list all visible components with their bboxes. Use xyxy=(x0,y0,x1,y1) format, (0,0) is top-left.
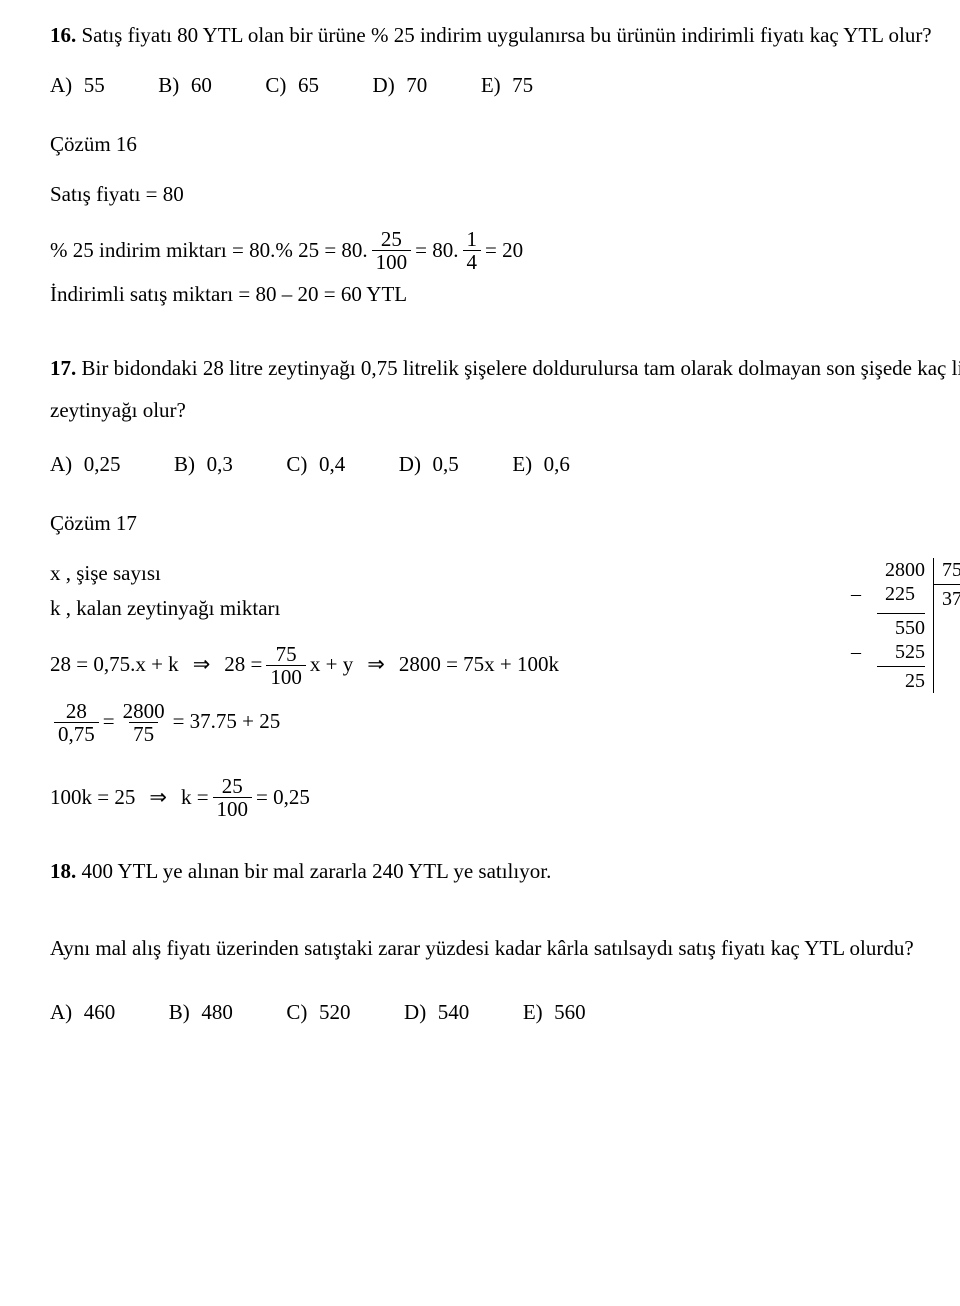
q17-two-col: x , şişe sayısı k , kalan zeytinyağı mik… xyxy=(50,558,960,751)
q16-sol-l2: % 25 indirim miktarı = 80.% 25 = 80. 25 … xyxy=(50,228,960,273)
q16-number: 16. xyxy=(50,23,76,47)
div-rem1-wrap: 550 xyxy=(865,611,934,640)
frac-den: 100 xyxy=(372,250,412,273)
q18-text: 400 YTL ye alınan bir mal zararla 240 YT… xyxy=(82,859,552,883)
q17-eqA: 28 = 0,75.x + k ⇒ 28 = 75 100 x + y ⇒ 28… xyxy=(50,643,865,688)
q17-eqC-3: = 0,25 xyxy=(256,782,310,814)
q18-opt-c: C) 520 xyxy=(286,1000,350,1024)
q17-eqB-tail: = 37.75 + 25 xyxy=(173,706,281,738)
q17-eqB-mid: = xyxy=(103,706,115,738)
div-rem1: 550 xyxy=(877,613,925,640)
q16-tail1: = 20 xyxy=(485,235,523,267)
q18-prompt-1: 18. 400 YTL ye alınan bir mal zararla 24… xyxy=(50,856,960,888)
q17-long-division: 2800 75 225 37 550 525 25 xyxy=(865,558,960,693)
frac-den: 4 xyxy=(463,250,482,273)
arrow-icon: ⇒ xyxy=(193,649,211,681)
frac-num: 75 xyxy=(272,643,301,665)
q17-eqB: 28 0,75 = 2800 75 = 37.75 + 25 xyxy=(50,700,865,745)
q16-prompt: 16. Satış fiyatı 80 YTL olan bir ürüne %… xyxy=(50,20,960,52)
q17-l2: k , kalan zeytinyağı miktarı xyxy=(50,593,865,625)
q16-opt-c: C) 65 xyxy=(265,73,319,97)
q17-frac-75-100: 75 100 xyxy=(266,643,306,688)
q16-opt-d: D) 70 xyxy=(373,73,428,97)
frac-num: 2800 xyxy=(119,700,169,722)
q16-opt-a: A) 55 xyxy=(50,73,105,97)
frac-den: 0,75 xyxy=(54,722,99,745)
q17-eqC: 100k = 25 ⇒ k = 25 100 = 0,25 xyxy=(50,775,960,820)
q16-opt-e: E) 75 xyxy=(481,73,533,97)
q17-eqC-1: 100k = 25 xyxy=(50,782,135,814)
frac-num: 1 xyxy=(463,228,482,250)
q16-mid1: = 80. xyxy=(415,235,458,267)
frac-num: 25 xyxy=(218,775,247,797)
q17-opt-e: E) 0,6 xyxy=(512,452,570,476)
q17-frac-28-075: 28 0,75 xyxy=(54,700,99,745)
q17-eqA-1: 28 = 0,75.x + k xyxy=(50,649,179,681)
q17-options: A) 0,25 B) 0,3 C) 0,4 D) 0,5 E) 0,6 xyxy=(50,449,960,481)
q18-prompt-2: Aynı mal alış fiyatı üzerinden satıştaki… xyxy=(50,927,960,969)
q17-frac-2800-75: 2800 75 xyxy=(119,700,169,745)
q17-opt-b: B) 0,3 xyxy=(174,452,233,476)
q17-frac-25-100: 25 100 xyxy=(213,775,253,820)
q17-left: x , şişe sayısı k , kalan zeytinyağı mik… xyxy=(50,558,865,751)
frac-den: 100 xyxy=(213,797,253,820)
q18-opt-d: D) 540 xyxy=(404,1000,469,1024)
q16-sol-l3: İndirimli satış miktarı = 80 – 20 = 60 Y… xyxy=(50,279,960,311)
q17-sol-title: Çözüm 17 xyxy=(50,508,960,540)
div-divisor: 75 xyxy=(934,558,960,582)
q16-frac-25-100: 25 100 xyxy=(372,228,412,273)
q18-opt-b: B) 480 xyxy=(169,1000,233,1024)
q18-opt-e: E) 560 xyxy=(523,1000,586,1024)
div-sub2: 525 xyxy=(865,640,934,664)
q16-text: Satış fiyatı 80 YTL olan bir ürüne % 25 … xyxy=(82,23,932,47)
frac-den: 100 xyxy=(266,665,306,688)
q16-frac-1-4: 1 4 xyxy=(463,228,482,273)
div-rem2-wrap: 25 xyxy=(865,664,934,693)
frac-num: 28 xyxy=(62,700,91,722)
q16-pct-label: % 25 indirim miktarı = 80.% 25 = 80. xyxy=(50,235,368,267)
q17-prompt: 17. Bir bidondaki 28 litre zeytinyağı 0,… xyxy=(50,347,960,431)
div-sub1: 225 xyxy=(865,582,934,611)
q18-number: 18. xyxy=(50,859,76,883)
q16-sol-l1: Satış fiyatı = 80 xyxy=(50,179,960,211)
div-rem2: 25 xyxy=(877,666,925,693)
q17-eqA-2b: x + y xyxy=(310,649,353,681)
q17-opt-d: D) 0,5 xyxy=(399,452,459,476)
arrow-icon: ⇒ xyxy=(367,649,385,681)
arrow-icon: ⇒ xyxy=(149,782,167,814)
q17-number: 17. xyxy=(50,356,76,380)
q17-eqC-2: k = xyxy=(181,782,209,814)
q17-opt-a: A) 0,25 xyxy=(50,452,120,476)
q17-l1: x , şişe sayısı xyxy=(50,558,865,590)
q18-options: A) 460 B) 480 C) 520 D) 540 E) 560 xyxy=(50,997,960,1029)
q17-text: Bir bidondaki 28 litre zeytinyağı 0,75 l… xyxy=(50,356,960,422)
frac-num: 25 xyxy=(377,228,406,250)
div-quotient: 37 xyxy=(934,584,960,611)
q17-eqA-3: 2800 = 75x + 100k xyxy=(399,649,559,681)
q18-opt-a: A) 460 xyxy=(50,1000,115,1024)
frac-den: 75 xyxy=(129,722,158,745)
q16-sol-title: Çözüm 16 xyxy=(50,129,960,161)
q16-opt-b: B) 60 xyxy=(158,73,212,97)
q17-opt-c: C) 0,4 xyxy=(286,452,345,476)
q17-eqA-2a: 28 = xyxy=(224,649,262,681)
q16-options: A) 55 B) 60 C) 65 D) 70 E) 75 xyxy=(50,70,960,102)
div-dividend: 2800 xyxy=(865,558,934,582)
